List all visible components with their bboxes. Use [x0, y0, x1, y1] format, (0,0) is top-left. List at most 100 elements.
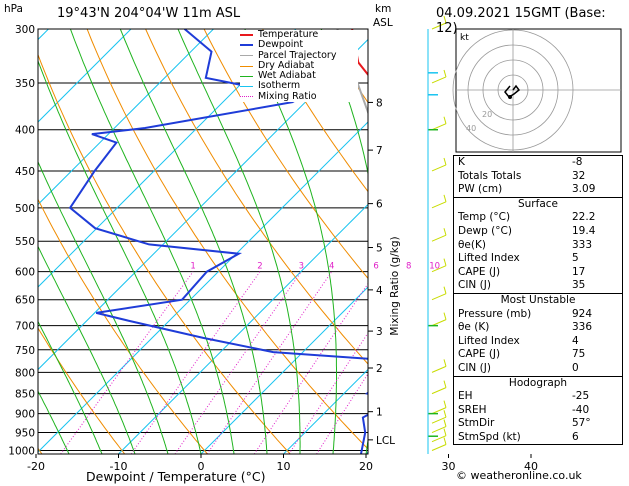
wet-adiabat-line — [38, 390, 70, 454]
wind-barb-flag — [443, 400, 447, 408]
wind-barb-flag — [443, 157, 447, 166]
pressure-tick-label: 500 — [15, 203, 35, 215]
wind-barb-flag — [443, 286, 447, 294]
wind-barb — [431, 234, 447, 242]
index-row: θe(K) 333 — [454, 239, 622, 253]
legend-label: Isotherm — [258, 80, 301, 92]
mixing-ratio-line — [174, 271, 302, 454]
index-value: 5 — [572, 252, 579, 265]
mixing-ratio-label: 10 — [429, 262, 440, 272]
height-tick-label: 2 — [376, 363, 383, 375]
legend-label: Dry Adiabat — [258, 59, 315, 71]
legend-swatch — [240, 75, 253, 77]
index-label: StmSpd (kt) — [458, 430, 521, 443]
mixing-ratio-label: 1 — [190, 262, 195, 272]
mixing-ratio-axis-label: Mixing Ratio (g/kg) — [389, 236, 401, 336]
dry-adiabat-line — [38, 327, 126, 454]
wet-adiabat-line — [38, 320, 103, 454]
pressure-tick-label: 800 — [15, 367, 35, 379]
index-row: Dewp (°C) 19.4 — [454, 225, 622, 239]
index-value: 3.09 — [572, 183, 596, 196]
hodograph-storm-motion — [508, 95, 512, 99]
index-value: -25 — [572, 390, 590, 403]
legend: Temperature Dewpoint Parcel Trajectory Dry … — [240, 29, 358, 103]
legend-swatch — [240, 96, 253, 98]
legend-label: Mixing Ratio — [258, 90, 317, 102]
legend-item: Isotherm — [240, 81, 358, 91]
dry-adiabat-line — [38, 198, 208, 454]
surface-title: Surface — [454, 196, 622, 212]
x-tick-label: 0 — [198, 460, 205, 473]
mixing-ratio-label: 6 — [373, 262, 378, 272]
index-label: Totals Totals — [458, 169, 522, 182]
plot-frame — [37, 28, 369, 455]
wet-adiabat-line — [38, 160, 169, 454]
pressure-tick-label: 550 — [15, 236, 35, 248]
mixing-ratio-line — [206, 271, 333, 454]
indices-table: K -8 Totals Totals 32 PW (cm) 3.09 Surface Te… — [453, 155, 623, 446]
mixing-ratio-line — [130, 271, 261, 454]
wind-barb-flag — [443, 116, 447, 124]
index-label: Lifted Index — [458, 334, 520, 347]
index-label: Lifted Index — [458, 252, 520, 265]
mixing-ratio-line — [60, 271, 194, 454]
mixing-ratio-label: 2 — [257, 262, 262, 272]
index-value: 35 — [572, 279, 586, 292]
wind-barb — [431, 444, 447, 451]
pressure-tick-label: 700 — [15, 321, 35, 333]
height-tick-label: 4 — [376, 285, 383, 297]
wind-barb-flag — [443, 312, 447, 320]
index-row: SREH -40 — [454, 404, 622, 418]
wind-barb-flag — [443, 359, 447, 367]
wind-barb-flag — [443, 419, 447, 427]
legend-item: Temperature — [240, 29, 358, 40]
height-tick-label: 3 — [376, 326, 383, 338]
height-tick-label: 7 — [376, 145, 383, 157]
dry-adiabat-line — [145, 29, 368, 365]
wind-barb — [431, 201, 447, 209]
legend-label: Parcel Trajectory — [258, 49, 337, 61]
index-label: PW (cm) — [458, 183, 503, 196]
x-tick-label: 30 — [442, 460, 456, 473]
height-tick-label: 1 — [376, 407, 383, 419]
wind-barb-flag — [443, 194, 447, 202]
index-label: StmDir — [458, 417, 495, 430]
x-tick-label: -10 — [110, 460, 128, 473]
legend-swatch — [240, 86, 253, 88]
index-label: CAPE (J) — [458, 348, 501, 361]
isotherm-line — [118, 203, 368, 454]
pressure-unit: hPa — [4, 3, 23, 15]
x-tick-label: 20 — [359, 460, 373, 473]
wind-barb-flag — [443, 258, 447, 266]
pressure-tick-label: 1000 — [8, 446, 35, 458]
index-row: CAPE (J) 17 — [454, 266, 622, 280]
wind-barb-flag — [443, 15, 447, 24]
index-value: -40 — [572, 403, 590, 416]
index-label: CAPE (J) — [458, 265, 501, 278]
x-axis-label: Dewpoint / Temperature (°C) — [86, 469, 266, 484]
pressure-tick-label: 900 — [15, 409, 35, 421]
wet-adiabat-line — [38, 245, 136, 454]
index-label: SREH — [458, 403, 487, 416]
wet-adiabat-line — [177, 29, 301, 454]
asl-label: ASL — [373, 17, 393, 29]
index-row: CIN (J) 35 — [454, 279, 622, 293]
index-label: θe(K) — [458, 238, 486, 251]
hodograph-ring-label: 20 — [482, 110, 492, 119]
index-value: 4 — [572, 334, 579, 347]
legend-item: Parcel Trajectory — [240, 49, 358, 61]
wind-barb — [431, 265, 447, 273]
index-row: StmDir 57° — [454, 417, 622, 431]
index-value: 75 — [572, 348, 586, 361]
km-label: km — [375, 3, 392, 15]
pressure-tick-label: 950 — [15, 428, 35, 440]
legend-swatch — [240, 34, 253, 37]
mixing-ratio-label: 4 — [329, 262, 334, 272]
wind-barb — [431, 22, 447, 30]
wind-barb-flag — [443, 228, 447, 236]
isotherm-line — [200, 286, 368, 454]
hodograph-ring-label: 40 — [466, 124, 476, 133]
legend-label: Wet Adiabat — [258, 70, 316, 82]
